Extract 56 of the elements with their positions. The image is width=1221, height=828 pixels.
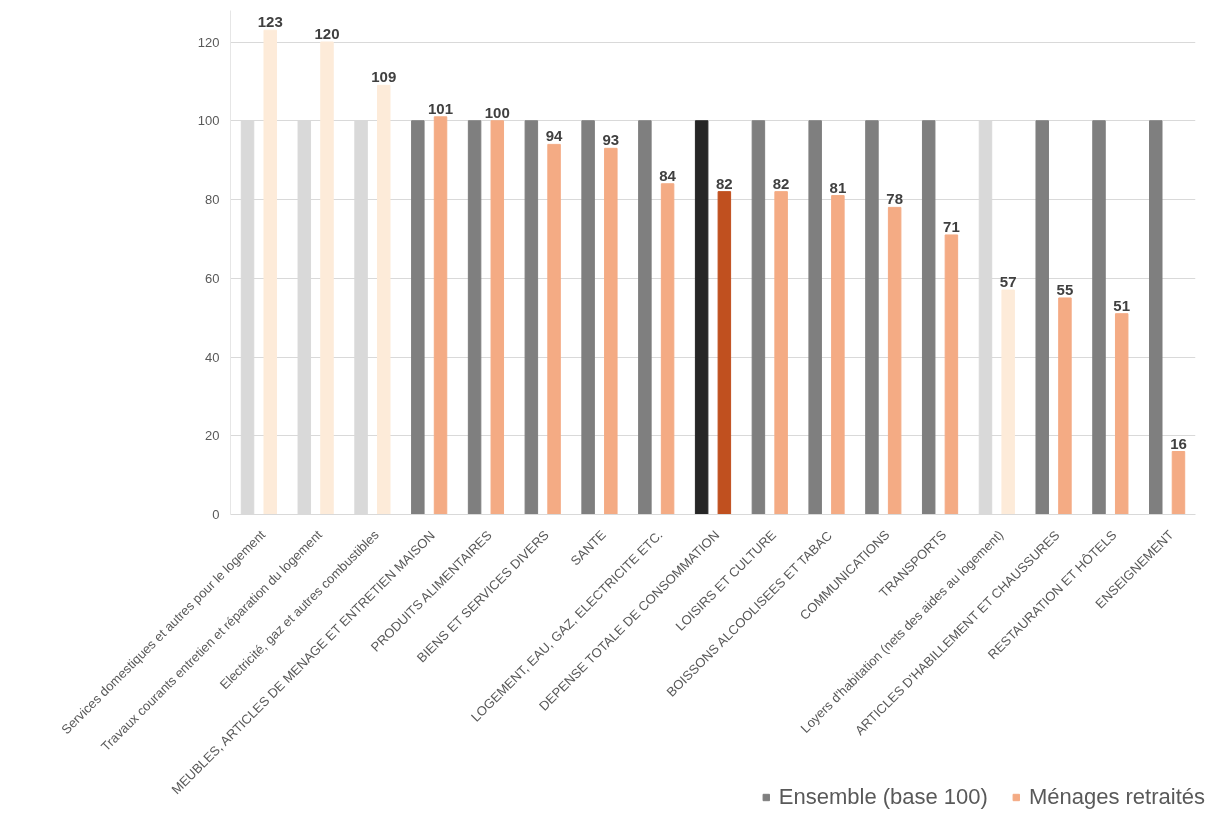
bar [377,84,391,515]
data-label: 82 [772,174,790,192]
data-label: 101 [428,99,454,117]
data-label: 51 [1113,296,1131,314]
bar [490,120,505,515]
bar [604,147,618,515]
data-label: 123 [257,13,283,31]
bar [808,120,822,515]
bar [411,120,425,515]
bar [717,191,732,515]
bar [547,143,561,515]
bar [320,41,334,515]
y-tick-label: 100 [197,113,220,129]
y-tick-label: 80 [205,192,220,207]
bar [433,116,448,515]
bar [694,120,709,515]
legend-label: Ensemble (base 100) [778,784,988,810]
data-label: 100 [484,103,510,121]
bar [887,206,902,515]
data-label: 57 [999,273,1017,291]
bar [774,191,788,515]
bar [944,234,959,515]
bar [1114,313,1129,515]
data-label: 93 [602,131,620,149]
bar [1035,120,1049,515]
bar [921,120,936,515]
bar [1149,120,1163,515]
data-label: 94 [545,127,564,145]
data-label: 84 [659,166,677,184]
bar [865,120,879,515]
bar [1058,297,1072,515]
y-tick-label: 20 [205,428,220,444]
y-tick-label: 0 [212,507,220,522]
bar [1092,120,1106,515]
bar [660,183,675,515]
legend-label: Ménages retraités [1028,784,1205,810]
data-label: 16 [1170,434,1187,452]
data-label: 82 [716,174,733,192]
bar [263,29,277,515]
bar [1171,451,1186,515]
bar [524,120,539,515]
data-label: 120 [314,25,340,42]
data-label: 55 [1056,280,1074,298]
data-label: 109 [371,68,397,86]
y-tick-label: 60 [205,270,220,286]
bar [831,195,845,515]
data-label: 78 [886,190,903,208]
bar [581,120,595,515]
bar [467,120,482,515]
data-label: 81 [829,178,847,196]
data-label: 71 [943,217,960,235]
bar [1001,289,1015,515]
bar [638,120,652,515]
y-tick-label: 120 [197,34,220,50]
y-tick-label: 40 [205,349,220,365]
bar [751,120,766,515]
